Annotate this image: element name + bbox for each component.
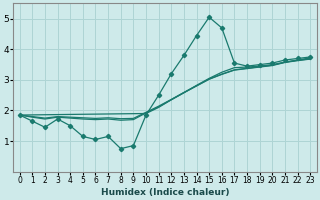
- X-axis label: Humidex (Indice chaleur): Humidex (Indice chaleur): [101, 188, 229, 197]
